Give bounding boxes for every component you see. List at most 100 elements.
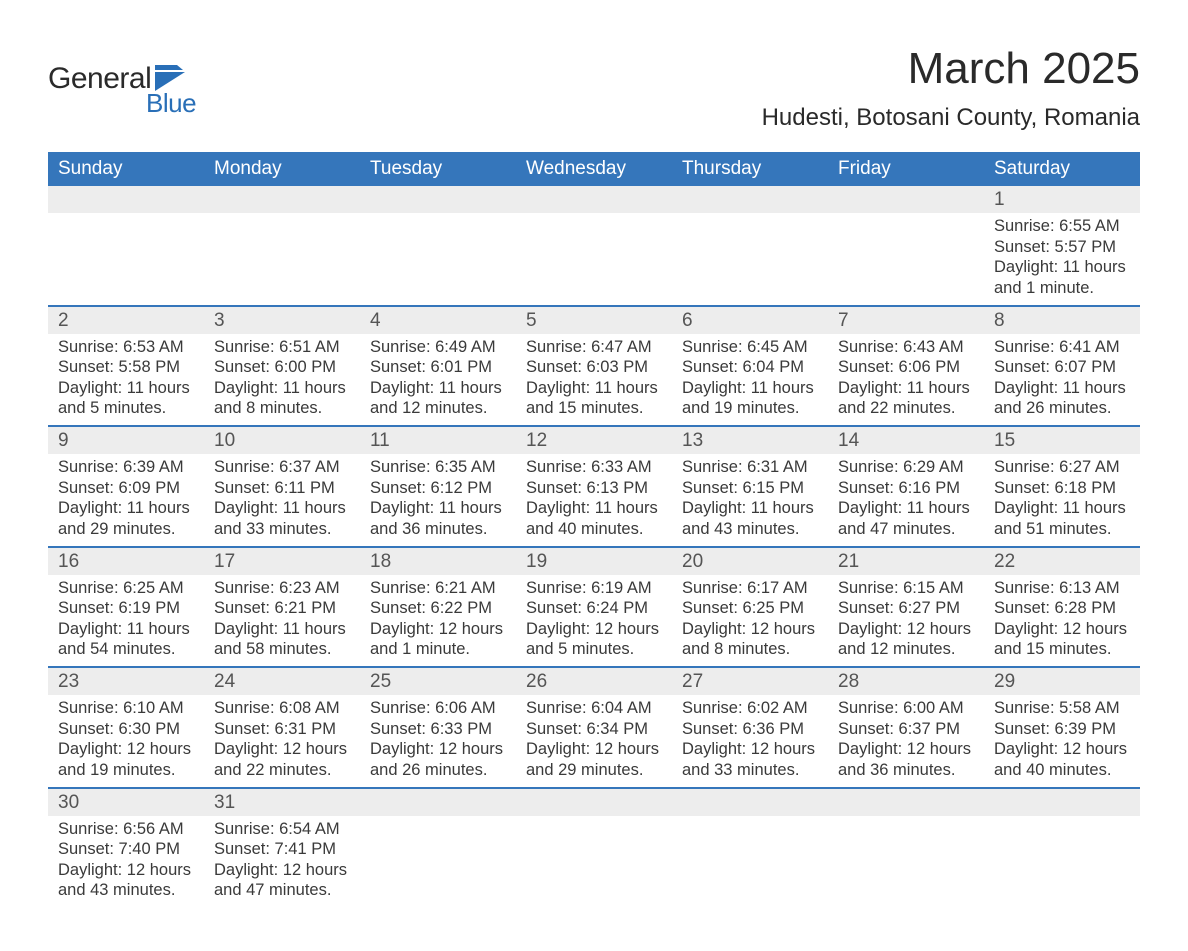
daylight-line: Daylight: 11 hours and 1 minute. [994,257,1130,298]
day-number: 8 [984,307,1140,334]
day-number-cell: 18 [360,547,516,575]
day-info-cell [984,816,1140,908]
sunrise-line: Sunrise: 6:49 AM [370,337,506,358]
sunrise-line: Sunrise: 6:51 AM [214,337,350,358]
day-info-cell: Sunrise: 6:10 AMSunset: 6:30 PMDaylight:… [48,695,204,788]
sunset-line: Sunset: 7:41 PM [214,839,350,860]
day-info-cell [516,213,672,306]
day-number: 4 [360,307,516,334]
daylight-line: Daylight: 11 hours and 29 minutes. [58,498,194,539]
sunrise-line: Sunrise: 6:02 AM [682,698,818,719]
day-number: 12 [516,427,672,454]
daylight-line: Daylight: 12 hours and 47 minutes. [214,860,350,901]
daylight-line: Daylight: 12 hours and 12 minutes. [838,619,974,660]
day-number: 28 [828,668,984,695]
daylight-line: Daylight: 11 hours and 40 minutes. [526,498,662,539]
day-info-cell: Sunrise: 6:06 AMSunset: 6:33 PMDaylight:… [360,695,516,788]
sunrise-line: Sunrise: 6:35 AM [370,457,506,478]
day-info-cell: Sunrise: 6:08 AMSunset: 6:31 PMDaylight:… [204,695,360,788]
day-number: 26 [516,668,672,695]
sunrise-line: Sunrise: 6:45 AM [682,337,818,358]
sunrise-line: Sunrise: 6:17 AM [682,578,818,599]
sunset-line: Sunset: 6:16 PM [838,478,974,499]
sunrise-line: Sunrise: 6:15 AM [838,578,974,599]
day-info-cell: Sunrise: 6:43 AMSunset: 6:06 PMDaylight:… [828,334,984,427]
sunrise-line: Sunrise: 6:08 AM [214,698,350,719]
page-title: March 2025 [762,44,1140,94]
sunrise-line: Sunrise: 6:23 AM [214,578,350,599]
daylight-line: Daylight: 11 hours and 8 minutes. [214,378,350,419]
sunset-line: Sunset: 6:36 PM [682,719,818,740]
day-info-cell: Sunrise: 6:41 AMSunset: 6:07 PMDaylight:… [984,334,1140,427]
day-info-cell [672,213,828,306]
day-number: 22 [984,548,1140,575]
day-number-cell [516,788,672,816]
sunrise-line: Sunrise: 6:04 AM [526,698,662,719]
day-number: 20 [672,548,828,575]
sunrise-line: Sunrise: 6:29 AM [838,457,974,478]
sunset-line: Sunset: 6:22 PM [370,598,506,619]
week-info-row: Sunrise: 6:39 AMSunset: 6:09 PMDaylight:… [48,454,1140,547]
day-number: 18 [360,548,516,575]
week-daynum-row: 1 [48,186,1140,213]
sunset-line: Sunset: 7:40 PM [58,839,194,860]
day-number-cell [672,186,828,213]
day-info-cell [672,816,828,908]
header: General Blue March 2025 Hudesti, Botosan… [48,44,1140,138]
day-number: 14 [828,427,984,454]
day-number-cell: 14 [828,426,984,454]
day-info-cell: Sunrise: 6:13 AMSunset: 6:28 PMDaylight:… [984,575,1140,668]
day-info-cell [516,816,672,908]
day-number: 24 [204,668,360,695]
daylight-line: Daylight: 12 hours and 36 minutes. [838,739,974,780]
week-info-row: Sunrise: 6:10 AMSunset: 6:30 PMDaylight:… [48,695,1140,788]
day-info-cell [360,816,516,908]
day-number-cell: 24 [204,667,360,695]
sunset-line: Sunset: 6:07 PM [994,357,1130,378]
daylight-line: Daylight: 11 hours and 54 minutes. [58,619,194,660]
day-number-cell [672,788,828,816]
sunrise-line: Sunrise: 6:33 AM [526,457,662,478]
daylight-line: Daylight: 11 hours and 19 minutes. [682,378,818,419]
day-info-cell: Sunrise: 6:56 AMSunset: 7:40 PMDaylight:… [48,816,204,908]
sunset-line: Sunset: 6:34 PM [526,719,662,740]
sunrise-line: Sunrise: 6:00 AM [838,698,974,719]
week-daynum-row: 16171819202122 [48,547,1140,575]
weekday-header: Saturday [984,152,1140,186]
day-number-cell [360,186,516,213]
day-number-cell: 8 [984,306,1140,334]
sunrise-line: Sunrise: 6:19 AM [526,578,662,599]
sunset-line: Sunset: 6:21 PM [214,598,350,619]
daylight-line: Daylight: 12 hours and 33 minutes. [682,739,818,780]
daylight-line: Daylight: 12 hours and 40 minutes. [994,739,1130,780]
sunrise-line: Sunrise: 6:10 AM [58,698,194,719]
sunset-line: Sunset: 6:04 PM [682,357,818,378]
day-number-cell: 21 [828,547,984,575]
day-info-cell [204,213,360,306]
weekday-header: Monday [204,152,360,186]
sunset-line: Sunset: 6:37 PM [838,719,974,740]
day-number: 5 [516,307,672,334]
day-number-cell [828,788,984,816]
day-number: 10 [204,427,360,454]
day-number-cell: 11 [360,426,516,454]
weekday-header: Wednesday [516,152,672,186]
week-daynum-row: 2345678 [48,306,1140,334]
week-info-row: Sunrise: 6:55 AMSunset: 5:57 PMDaylight:… [48,213,1140,306]
location: Hudesti, Botosani County, Romania [762,104,1140,132]
sunrise-line: Sunrise: 6:25 AM [58,578,194,599]
day-number-cell [516,186,672,213]
brand-logo: General Blue [48,62,196,119]
day-info-cell: Sunrise: 6:39 AMSunset: 6:09 PMDaylight:… [48,454,204,547]
day-number-cell: 26 [516,667,672,695]
sunset-line: Sunset: 6:06 PM [838,357,974,378]
brand-sub: Blue [146,88,196,119]
day-info-cell: Sunrise: 6:47 AMSunset: 6:03 PMDaylight:… [516,334,672,427]
day-info-cell: Sunrise: 6:53 AMSunset: 5:58 PMDaylight:… [48,334,204,427]
sunrise-line: Sunrise: 5:58 AM [994,698,1130,719]
daylight-line: Daylight: 12 hours and 26 minutes. [370,739,506,780]
daylight-line: Daylight: 11 hours and 47 minutes. [838,498,974,539]
week-daynum-row: 3031 [48,788,1140,816]
sunrise-line: Sunrise: 6:47 AM [526,337,662,358]
day-number: 9 [48,427,204,454]
